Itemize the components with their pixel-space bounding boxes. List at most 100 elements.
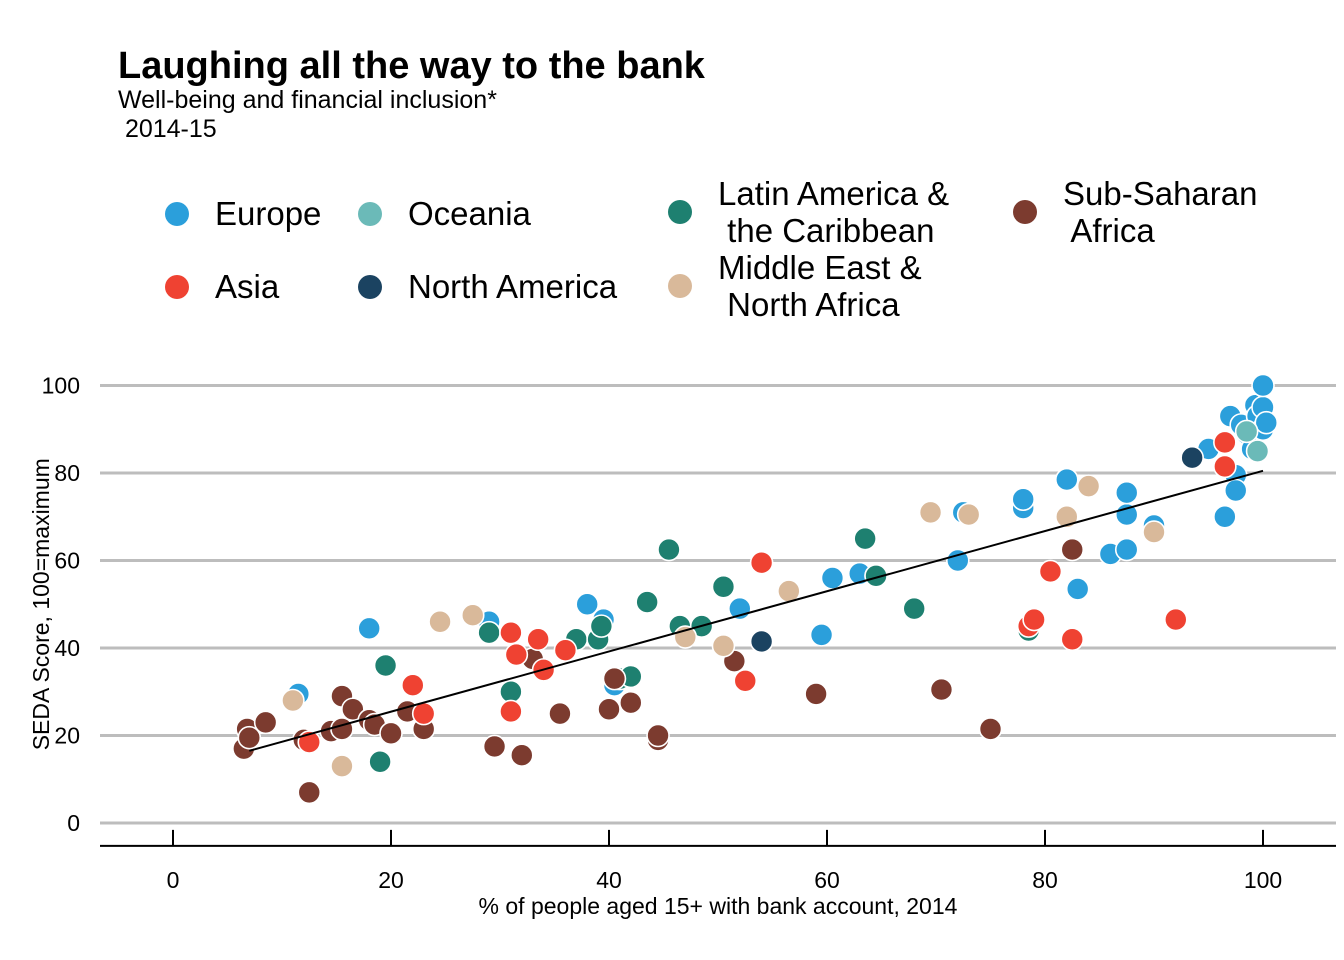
data-point xyxy=(482,734,507,759)
data-point xyxy=(1223,478,1248,503)
data-point xyxy=(499,699,523,724)
data-point xyxy=(1022,607,1046,632)
data-point xyxy=(1213,454,1237,479)
legend-dot-sub-saharan-africa xyxy=(1013,200,1037,224)
data-point xyxy=(548,701,572,726)
data-point xyxy=(1038,559,1063,584)
data-point xyxy=(1180,445,1204,470)
data-point xyxy=(504,642,529,667)
data-point xyxy=(1055,504,1079,529)
data-point xyxy=(1251,373,1275,398)
data-point xyxy=(1213,504,1237,529)
data-point xyxy=(1213,430,1237,455)
data-point xyxy=(400,673,425,697)
data-point xyxy=(1011,487,1036,512)
data-point xyxy=(237,725,262,750)
legend-dot-north-america xyxy=(358,274,382,299)
data-point xyxy=(460,603,485,627)
data-point xyxy=(853,526,877,551)
data-point xyxy=(597,697,621,722)
x-tick-label: 100 xyxy=(1244,867,1282,893)
legend-label-sub-saharan-africa: Sub-Saharan Africa xyxy=(1063,175,1258,249)
legend-dot-middle-east xyxy=(668,274,692,298)
chart-title: Laughing all the way to the bank xyxy=(118,45,705,87)
x-tick-label: 20 xyxy=(378,867,404,893)
data-point xyxy=(635,590,659,614)
data-point xyxy=(373,653,398,678)
data-point xyxy=(297,780,322,805)
data-point xyxy=(1142,520,1166,544)
data-point xyxy=(733,669,758,693)
data-point xyxy=(1060,627,1085,652)
data-point xyxy=(956,502,981,527)
legend-label-asia: Asia xyxy=(215,268,280,305)
data-point xyxy=(526,627,550,652)
data-point xyxy=(379,721,403,746)
legend-label-europe: Europe xyxy=(215,195,322,232)
legend-item-europe: Europe xyxy=(165,195,321,232)
data-point xyxy=(618,690,643,715)
y-tick-label: 40 xyxy=(54,635,80,661)
axes xyxy=(100,829,1336,847)
trendline-group xyxy=(249,469,1264,752)
legend-item-middle-east: Middle East & North Africa xyxy=(668,249,922,323)
data-point xyxy=(1060,537,1085,562)
data-point xyxy=(253,710,278,735)
data-point xyxy=(1254,410,1279,435)
legend-item-oceania: Oceania xyxy=(358,195,531,232)
legend-label-middle-east: Middle East & North Africa xyxy=(718,249,922,323)
data-point xyxy=(1164,607,1188,632)
data-point xyxy=(945,548,970,573)
x-axis-label: % of people aged 15+ with bank account, … xyxy=(479,893,958,919)
legend-item-latin-america: Latin America & the Caribbean xyxy=(668,175,949,249)
legend-dot-oceania xyxy=(358,201,382,226)
legend-label-latin-america: Latin America & the Caribbean xyxy=(718,175,950,249)
data-point xyxy=(330,717,354,741)
data-points xyxy=(232,373,1279,805)
data-point xyxy=(1114,537,1139,562)
data-point xyxy=(1055,467,1079,492)
data-point xyxy=(330,754,354,778)
data-point xyxy=(929,677,954,702)
data-point xyxy=(499,679,523,704)
data-point xyxy=(411,701,436,726)
legend-item-sub-saharan-africa: Sub-Saharan Africa xyxy=(1013,175,1257,249)
data-point xyxy=(646,723,670,748)
data-point xyxy=(902,596,927,621)
y-tick-label: 100 xyxy=(42,373,80,399)
data-point xyxy=(589,614,614,638)
legend-dot-latin-america xyxy=(668,200,692,224)
data-point xyxy=(809,623,834,647)
data-point xyxy=(499,620,523,645)
legend-label-oceania: Oceania xyxy=(408,195,531,232)
legend: Europe Oceania Latin America & the Carib… xyxy=(0,0,1344,340)
data-point xyxy=(749,629,774,654)
legend-item-asia: Asia xyxy=(165,268,279,305)
y-tick-label: 60 xyxy=(54,548,80,574)
data-point xyxy=(1245,439,1270,463)
legend-item-north-america: North America xyxy=(358,268,617,305)
x-tick-label: 80 xyxy=(1032,867,1058,893)
data-point xyxy=(357,616,382,641)
data-point xyxy=(1234,419,1259,444)
legend-dot-asia xyxy=(165,274,189,299)
trendline xyxy=(249,469,1264,752)
data-point xyxy=(749,550,774,575)
data-point xyxy=(575,592,600,617)
data-point xyxy=(428,609,452,634)
data-point xyxy=(978,717,1003,741)
data-point xyxy=(602,666,627,691)
data-point xyxy=(553,638,578,662)
x-tick-label: 40 xyxy=(596,867,622,893)
y-axis-label: SEDA Score, 100=maximum xyxy=(28,458,54,750)
data-point xyxy=(918,500,943,525)
data-point xyxy=(804,682,828,706)
data-point xyxy=(820,566,845,590)
data-point xyxy=(509,743,534,767)
y-tick-label: 80 xyxy=(54,460,80,486)
data-point xyxy=(477,620,501,645)
data-point xyxy=(1076,474,1101,498)
legend-dot-europe xyxy=(165,201,189,226)
axis-labels: 0 20 40 60 80 100 0 20 40 60 80 100 % of people aged… xyxy=(28,373,1282,919)
